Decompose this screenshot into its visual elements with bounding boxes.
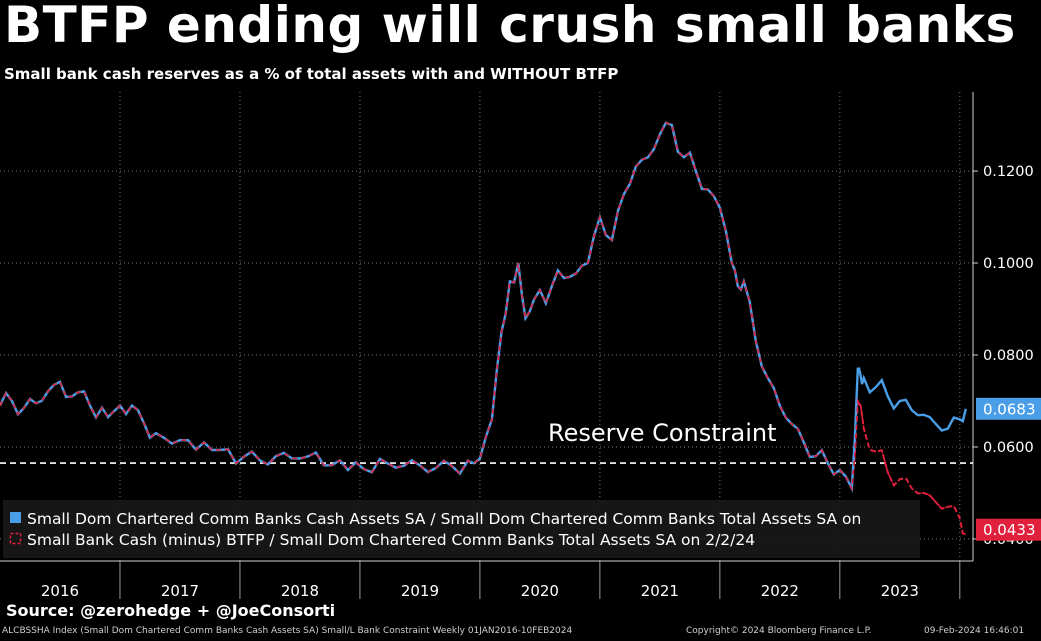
index-description: ALCBSSHA Index (Small Dom Chartered Comm… <box>2 626 573 636</box>
chart-subtitle: Small bank cash reserves as a % of total… <box>4 65 619 83</box>
legend-swatch-red <box>9 532 22 545</box>
x-tick-label: 2022 <box>761 582 799 600</box>
badge-value: 0.0433 <box>983 521 1036 539</box>
legend-swatch-blue <box>10 512 21 523</box>
legend-background <box>3 500 920 558</box>
last-value-badge-red: 0.0433 <box>976 518 1041 541</box>
y-tick-label: 0.1000 <box>983 256 1034 272</box>
x-tick-label: 2016 <box>41 582 79 600</box>
badge-value: 0.0683 <box>983 400 1036 418</box>
legend-label-blue: Small Dom Chartered Comm Banks Cash Asse… <box>27 510 861 528</box>
x-axis-ticks: 2016 2017 2018 2019 2020 2021 2022 2023 <box>41 561 961 600</box>
timestamp-text: 09-Feb-2024 16:46:01 <box>924 626 1025 636</box>
y-tick-label: 0.0800 <box>983 348 1034 364</box>
chart-title: BTFP ending will crush small banks <box>4 0 1016 54</box>
reserve-constraint-label: Reserve Constraint <box>548 419 777 447</box>
x-tick-label: 2018 <box>281 582 319 600</box>
y-tick-label: 0.0600 <box>983 440 1034 456</box>
last-value-badge-blue: 0.0683 <box>976 397 1041 420</box>
axes <box>0 92 974 562</box>
grid <box>0 92 973 561</box>
series-line-btfp-overlap <box>0 121 967 536</box>
copyright-text: Copyright© 2024 Bloomberg Finance L.P. <box>686 626 872 636</box>
badge-background <box>976 518 1041 541</box>
badge-background <box>976 397 1041 420</box>
legend: Small Dom Chartered Comm Banks Cash Asse… <box>3 500 920 558</box>
x-tick-label: 2021 <box>641 582 679 600</box>
x-tick-label: 2017 <box>161 582 199 600</box>
x-tick-label: 2023 <box>881 582 919 600</box>
series <box>0 121 967 536</box>
source-credit: Source: @zerohedge + @JoeConsorti <box>6 601 336 620</box>
x-tick-label: 2020 <box>521 582 559 600</box>
x-tick-label: 2019 <box>401 582 439 600</box>
legend-label-red: Small Bank Cash (minus) BTFP / Small Dom… <box>27 531 755 549</box>
series-line-cash-assets <box>0 121 967 493</box>
y-tick-label: 0.1200 <box>983 164 1034 180</box>
series-line-btfp-adjusted <box>0 121 967 536</box>
